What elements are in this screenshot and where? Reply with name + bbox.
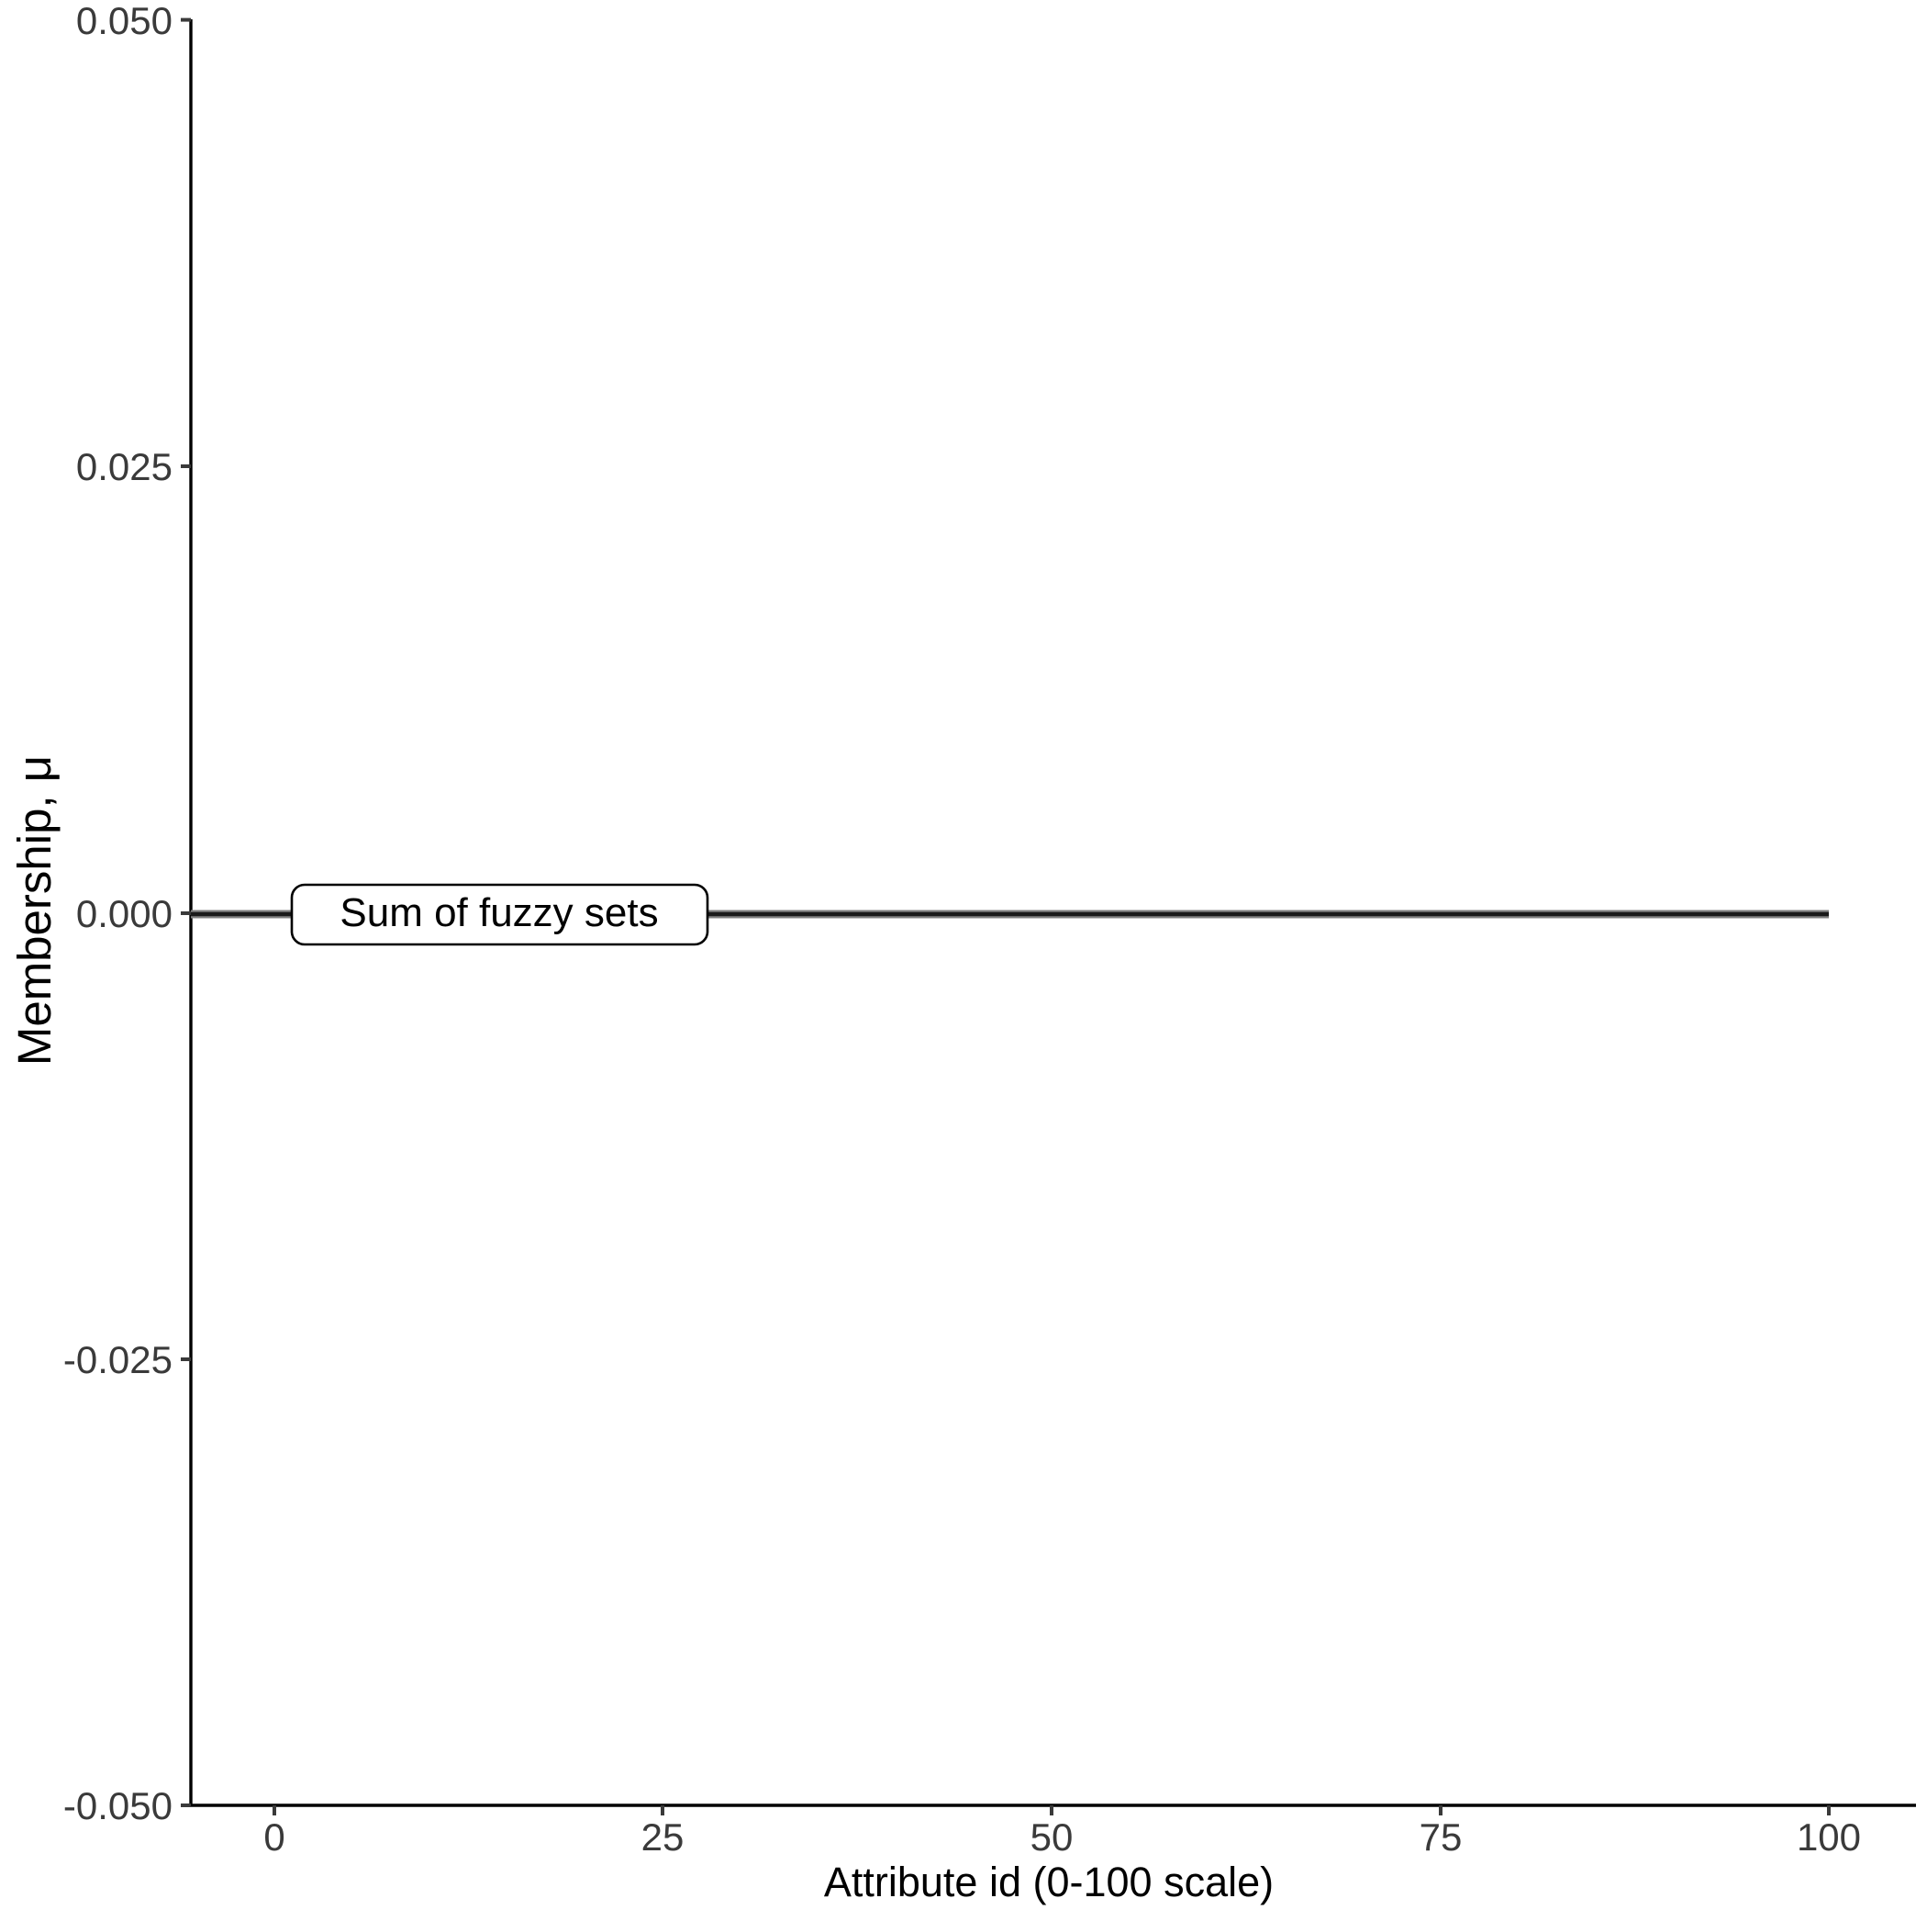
svg-text:-0.050: -0.050 <box>63 1784 173 1827</box>
svg-text:-0.025: -0.025 <box>63 1338 173 1381</box>
svg-text:0: 0 <box>263 1815 284 1859</box>
svg-text:50: 50 <box>1030 1815 1074 1859</box>
svg-text:75: 75 <box>1420 1815 1463 1859</box>
svg-text:0.000: 0.000 <box>76 892 173 935</box>
svg-text:100: 100 <box>1797 1815 1861 1859</box>
svg-text:Membership, μ: Membership, μ <box>8 755 61 1066</box>
svg-text:Sum of fuzzy sets: Sum of fuzzy sets <box>340 890 658 935</box>
svg-text:0.050: 0.050 <box>76 0 173 42</box>
svg-text:Attribute id (0-100 scale): Attribute id (0-100 scale) <box>824 1859 1274 1905</box>
svg-text:0.025: 0.025 <box>76 445 173 488</box>
svg-text:25: 25 <box>641 1815 685 1859</box>
